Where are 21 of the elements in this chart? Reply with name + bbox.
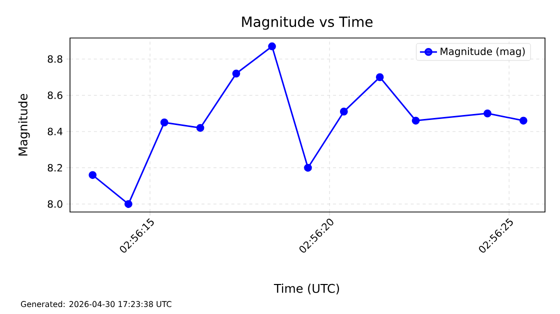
- chart-title: Magnitude vs Time: [242, 16, 372, 30]
- point: [160, 118, 168, 126]
- point: [376, 73, 384, 82]
- point: [304, 164, 312, 172]
- y-tick-label: 8.0: [48, 200, 62, 208]
- point: [88, 171, 97, 179]
- point: [268, 42, 276, 50]
- point: [412, 116, 420, 125]
- point: [232, 70, 240, 78]
- y-tick-label: 8.8: [48, 55, 62, 63]
- point: [124, 200, 132, 208]
- y-tick-label: 8.4: [48, 128, 62, 136]
- point: [484, 109, 492, 118]
- y-axis-title: Magnitude: [18, 94, 30, 156]
- point: [196, 124, 204, 132]
- y-tick-label: 8.6: [48, 92, 62, 100]
- y-tick-label: 8.2: [48, 164, 62, 172]
- legend-label: Magnitude (mag): [440, 47, 525, 58]
- point: [340, 108, 348, 116]
- point: [519, 116, 528, 125]
- x-axis-title: Time (UTC): [274, 284, 340, 294]
